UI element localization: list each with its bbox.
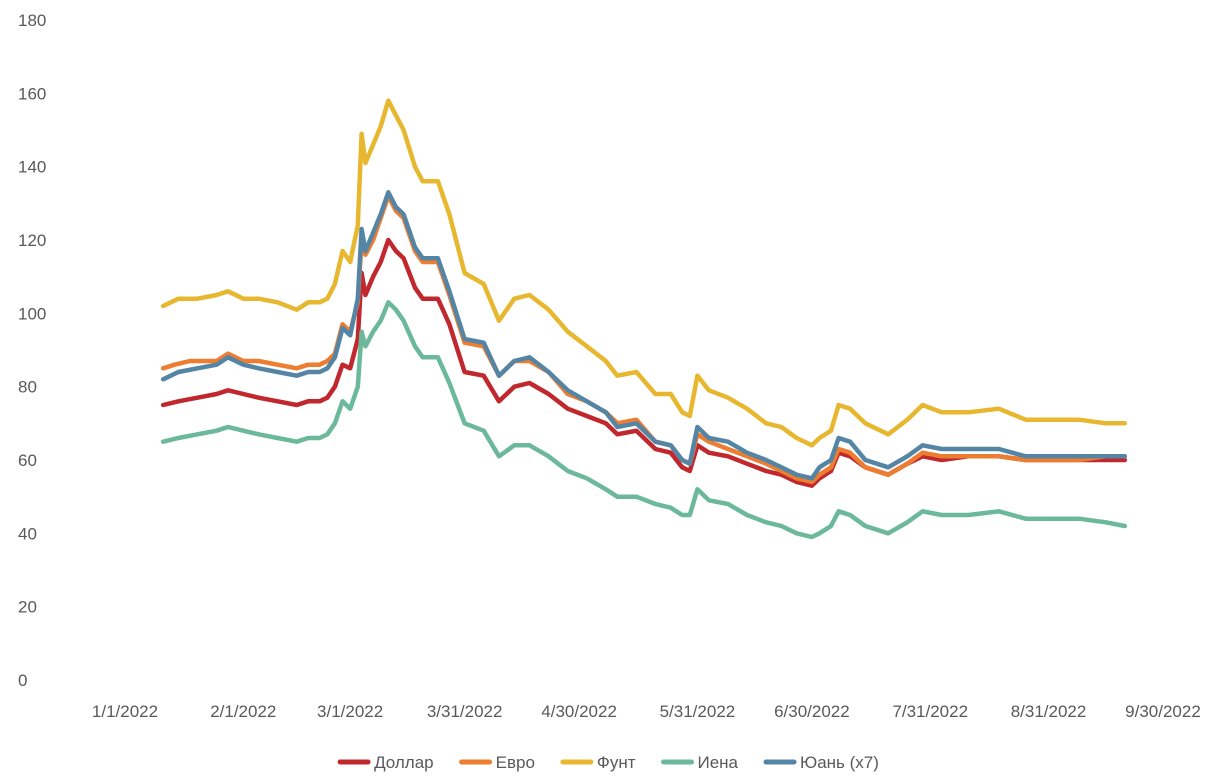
x-tick-label: 9/30/2022 [1125,702,1201,721]
x-tick-label: 2/1/2022 [210,702,276,721]
series-line [160,190,1128,481]
x-tick-label: 4/30/2022 [541,702,617,721]
y-tick-label: 80 [18,378,37,397]
y-tick-label: 140 [18,158,46,177]
x-tick-label: 8/31/2022 [1011,702,1087,721]
series-line [160,98,1128,448]
x-tick-label: 5/31/2022 [660,702,736,721]
x-tick-label: 7/31/2022 [892,702,968,721]
y-tick-label: 0 [18,671,27,690]
x-tick-label: 3/31/2022 [427,702,503,721]
y-tick-label: 20 [18,598,37,617]
legend-label: Евро [496,753,535,772]
y-axis-ticks: 0 20 40 60 80 100 120 140 160 180 [18,11,46,690]
legend-label: Юань (х7) [800,753,879,772]
y-tick-label: 160 [18,84,46,103]
y-tick-label: 40 [18,524,37,543]
y-tick-label: 180 [18,11,46,30]
legend: Доллар Евро Фунт Иена Юань (х7) [337,753,879,772]
y-tick-label: 120 [18,231,46,250]
x-tick-label: 6/30/2022 [774,702,850,721]
legend-label: Фунт [597,753,636,772]
series-line [160,300,1128,540]
y-tick-label: 60 [18,451,37,470]
series-lines [160,98,1128,540]
legend-label: Доллар [374,753,434,772]
y-tick-label: 100 [18,304,46,323]
x-tick-label: 1/1/2022 [92,702,158,721]
x-axis-ticks: 1/1/2022 2/1/2022 3/1/2022 3/31/2022 4/30/20… [92,702,1201,721]
legend-label: Иена [698,753,739,772]
x-tick-label: 3/1/2022 [317,702,383,721]
